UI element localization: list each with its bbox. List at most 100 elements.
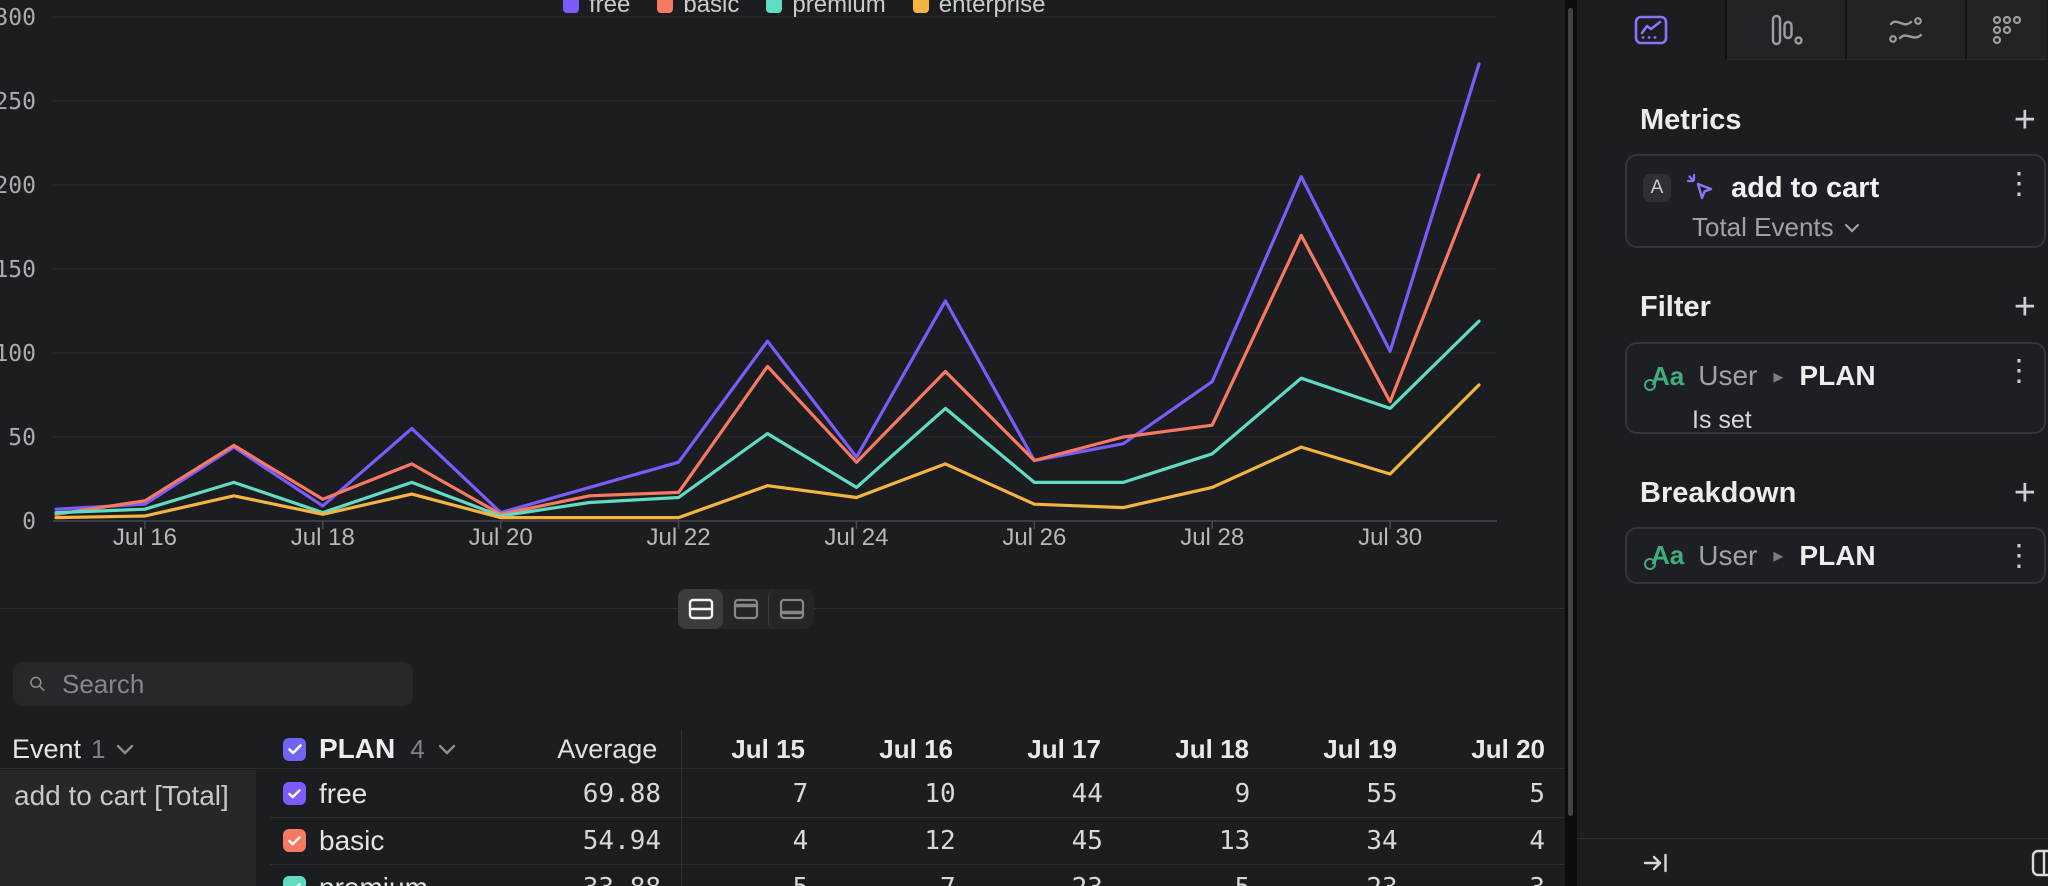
legend-swatch — [657, 0, 674, 13]
row-value: 5 — [1123, 873, 1270, 886]
check-icon — [288, 788, 301, 798]
search-icon — [30, 676, 45, 691]
breakdown-card[interactable]: Aa User ▸ PLAN ⋮ — [1625, 527, 2046, 584]
line-chart-icon — [1634, 15, 1668, 44]
plan-header-label: PLAN — [319, 733, 396, 764]
split-view-icon — [688, 598, 713, 620]
row-average: 69.88 — [582, 778, 662, 809]
line-chart: 0 50 100 150 200 250 300 Jul 16 Jul 18 Jul 20 Jul … — [0, 5, 1497, 551]
breakdown-section-header: Breakdown + — [1577, 473, 2048, 513]
row-value: 4 — [792, 825, 809, 856]
check-icon — [288, 835, 301, 845]
event-header-label: Event — [12, 733, 82, 764]
filter-options-kebab[interactable]: ⋮ — [2004, 354, 2034, 388]
open-panel-icon[interactable] — [2030, 846, 2048, 880]
measure-label: Total Events — [1692, 212, 1834, 242]
bar-chart-icon — [1771, 14, 1803, 45]
event-header-count: 1 — [91, 733, 106, 764]
visualization-tabs — [1577, 0, 2048, 60]
row-checkbox-free[interactable] — [283, 782, 306, 805]
table-header: Event 1 PLAN 4 Average Jul 15 J — [0, 730, 1565, 768]
row-checkbox-basic[interactable] — [283, 829, 306, 852]
row-value: 34 — [1366, 825, 1398, 856]
measure-dropdown[interactable]: Total Events — [1627, 212, 2044, 243]
x-axis-label: Jul 20 — [469, 524, 533, 551]
row-label: free — [319, 777, 368, 809]
filter-card[interactable]: Aa User ▸ PLAN ⋮ Is set — [1625, 342, 2046, 434]
legend-item-free[interactable]: free — [563, 0, 630, 19]
chevron-down-icon — [438, 744, 455, 755]
funnel-dots-icon — [1992, 15, 2021, 44]
breakdown-options-kebab[interactable]: ⋮ — [2004, 539, 2034, 572]
y-axis-label: 100 — [0, 341, 36, 367]
row-value: 23 — [976, 873, 1123, 886]
event-column-dropdown[interactable]: Event 1 — [12, 730, 134, 768]
filter-property-name: PLAN — [1799, 360, 1876, 391]
event-row-cell[interactable]: add to cart [Total] — [0, 770, 256, 886]
add-breakdown-button[interactable]: + — [2013, 472, 2036, 514]
x-axis-label: Jul 16 — [113, 524, 177, 551]
check-icon — [295, 882, 301, 886]
x-axis-label: Jul 30 — [1358, 524, 1422, 551]
row-value: 5 — [1529, 778, 1545, 809]
row-value: 44 — [1071, 778, 1103, 809]
add-filter-button[interactable]: + — [2013, 286, 2036, 328]
row-checkbox-premium[interactable] — [283, 876, 306, 886]
chart-only-view-button[interactable] — [723, 589, 768, 629]
row-value: 7 — [792, 778, 809, 809]
row-value: 45 — [1071, 825, 1103, 856]
average-column-divider — [681, 730, 682, 886]
breakdown-title: Breakdown — [1640, 476, 1797, 509]
breadcrumb-arrow-icon: ▸ — [1773, 545, 1784, 567]
date-column-header: Jul 19 — [1323, 733, 1398, 764]
breakdown-property-group: User — [1698, 539, 1758, 571]
x-axis-label: Jul 24 — [824, 524, 888, 551]
collapse-sidebar-icon[interactable] — [1641, 848, 1671, 878]
tab-bar-chart[interactable] — [1727, 0, 1847, 60]
metrics-title: Metrics — [1640, 103, 1742, 136]
row-label: basic — [319, 824, 385, 856]
breakdown-property-name: PLAN — [1799, 539, 1876, 571]
event-row-label: add to cart [Total] — [14, 780, 229, 811]
add-metric-button[interactable]: + — [2013, 99, 2036, 141]
event-click-icon — [1686, 173, 1713, 200]
row-value: 13 — [1219, 825, 1251, 856]
tab-line-chart[interactable] — [1577, 0, 1727, 60]
row-value: 3 — [1418, 873, 1565, 886]
date-column-header: Jul 17 — [1027, 733, 1102, 764]
legend-item-premium[interactable]: premium — [766, 0, 886, 19]
legend-item-enterprise[interactable]: enterprise — [912, 0, 1046, 19]
metric-options-kebab[interactable]: ⋮ — [2004, 167, 2034, 201]
row-average: 54.94 — [582, 825, 662, 856]
tab-flows[interactable] — [1847, 0, 1967, 60]
metric-card[interactable]: A add to cart ⋮ Total Events — [1625, 154, 2046, 248]
legend-swatch — [912, 0, 929, 13]
scrollbar-thumb[interactable] — [1568, 8, 1573, 816]
x-axis-label: Jul 28 — [1180, 524, 1244, 551]
search-input[interactable] — [62, 668, 397, 700]
metric-letter-badge: A — [1643, 174, 1671, 202]
breakdown-table: free69.88710449555basic54.944124513344pr… — [0, 770, 1565, 886]
legend-item-basic[interactable]: basic — [657, 0, 739, 19]
legend-label: basic — [683, 0, 740, 18]
row-label: premium — [319, 872, 428, 886]
table-only-view-button[interactable] — [768, 589, 814, 629]
split-view-button[interactable] — [678, 589, 723, 629]
y-axis-label: 50 — [8, 425, 36, 451]
chevron-down-icon — [1844, 223, 1859, 233]
scrollbar-track — [1565, 0, 1577, 886]
table-row-basic: basic 54.94 4 12 45 13 34 4 — [0, 817, 1565, 864]
text-property-icon: Aa — [1643, 360, 1685, 391]
table-row-free: free 69.88 7 10 44 9 55 5 — [0, 770, 1565, 817]
y-axis-label: 0 — [22, 509, 36, 535]
x-axis-label: Jul 18 — [291, 524, 355, 551]
legend-label: enterprise — [938, 0, 1046, 18]
row-value: 7 — [828, 873, 975, 886]
row-value: 23 — [1270, 873, 1417, 886]
plan-select-all-checkbox[interactable] — [283, 737, 306, 761]
filter-condition[interactable]: Is set — [1692, 406, 1752, 434]
tab-funnel-dots[interactable] — [1967, 0, 2046, 60]
plan-column-dropdown[interactable]: PLAN 4 — [283, 733, 519, 765]
sidebar-footer — [1577, 838, 2048, 886]
